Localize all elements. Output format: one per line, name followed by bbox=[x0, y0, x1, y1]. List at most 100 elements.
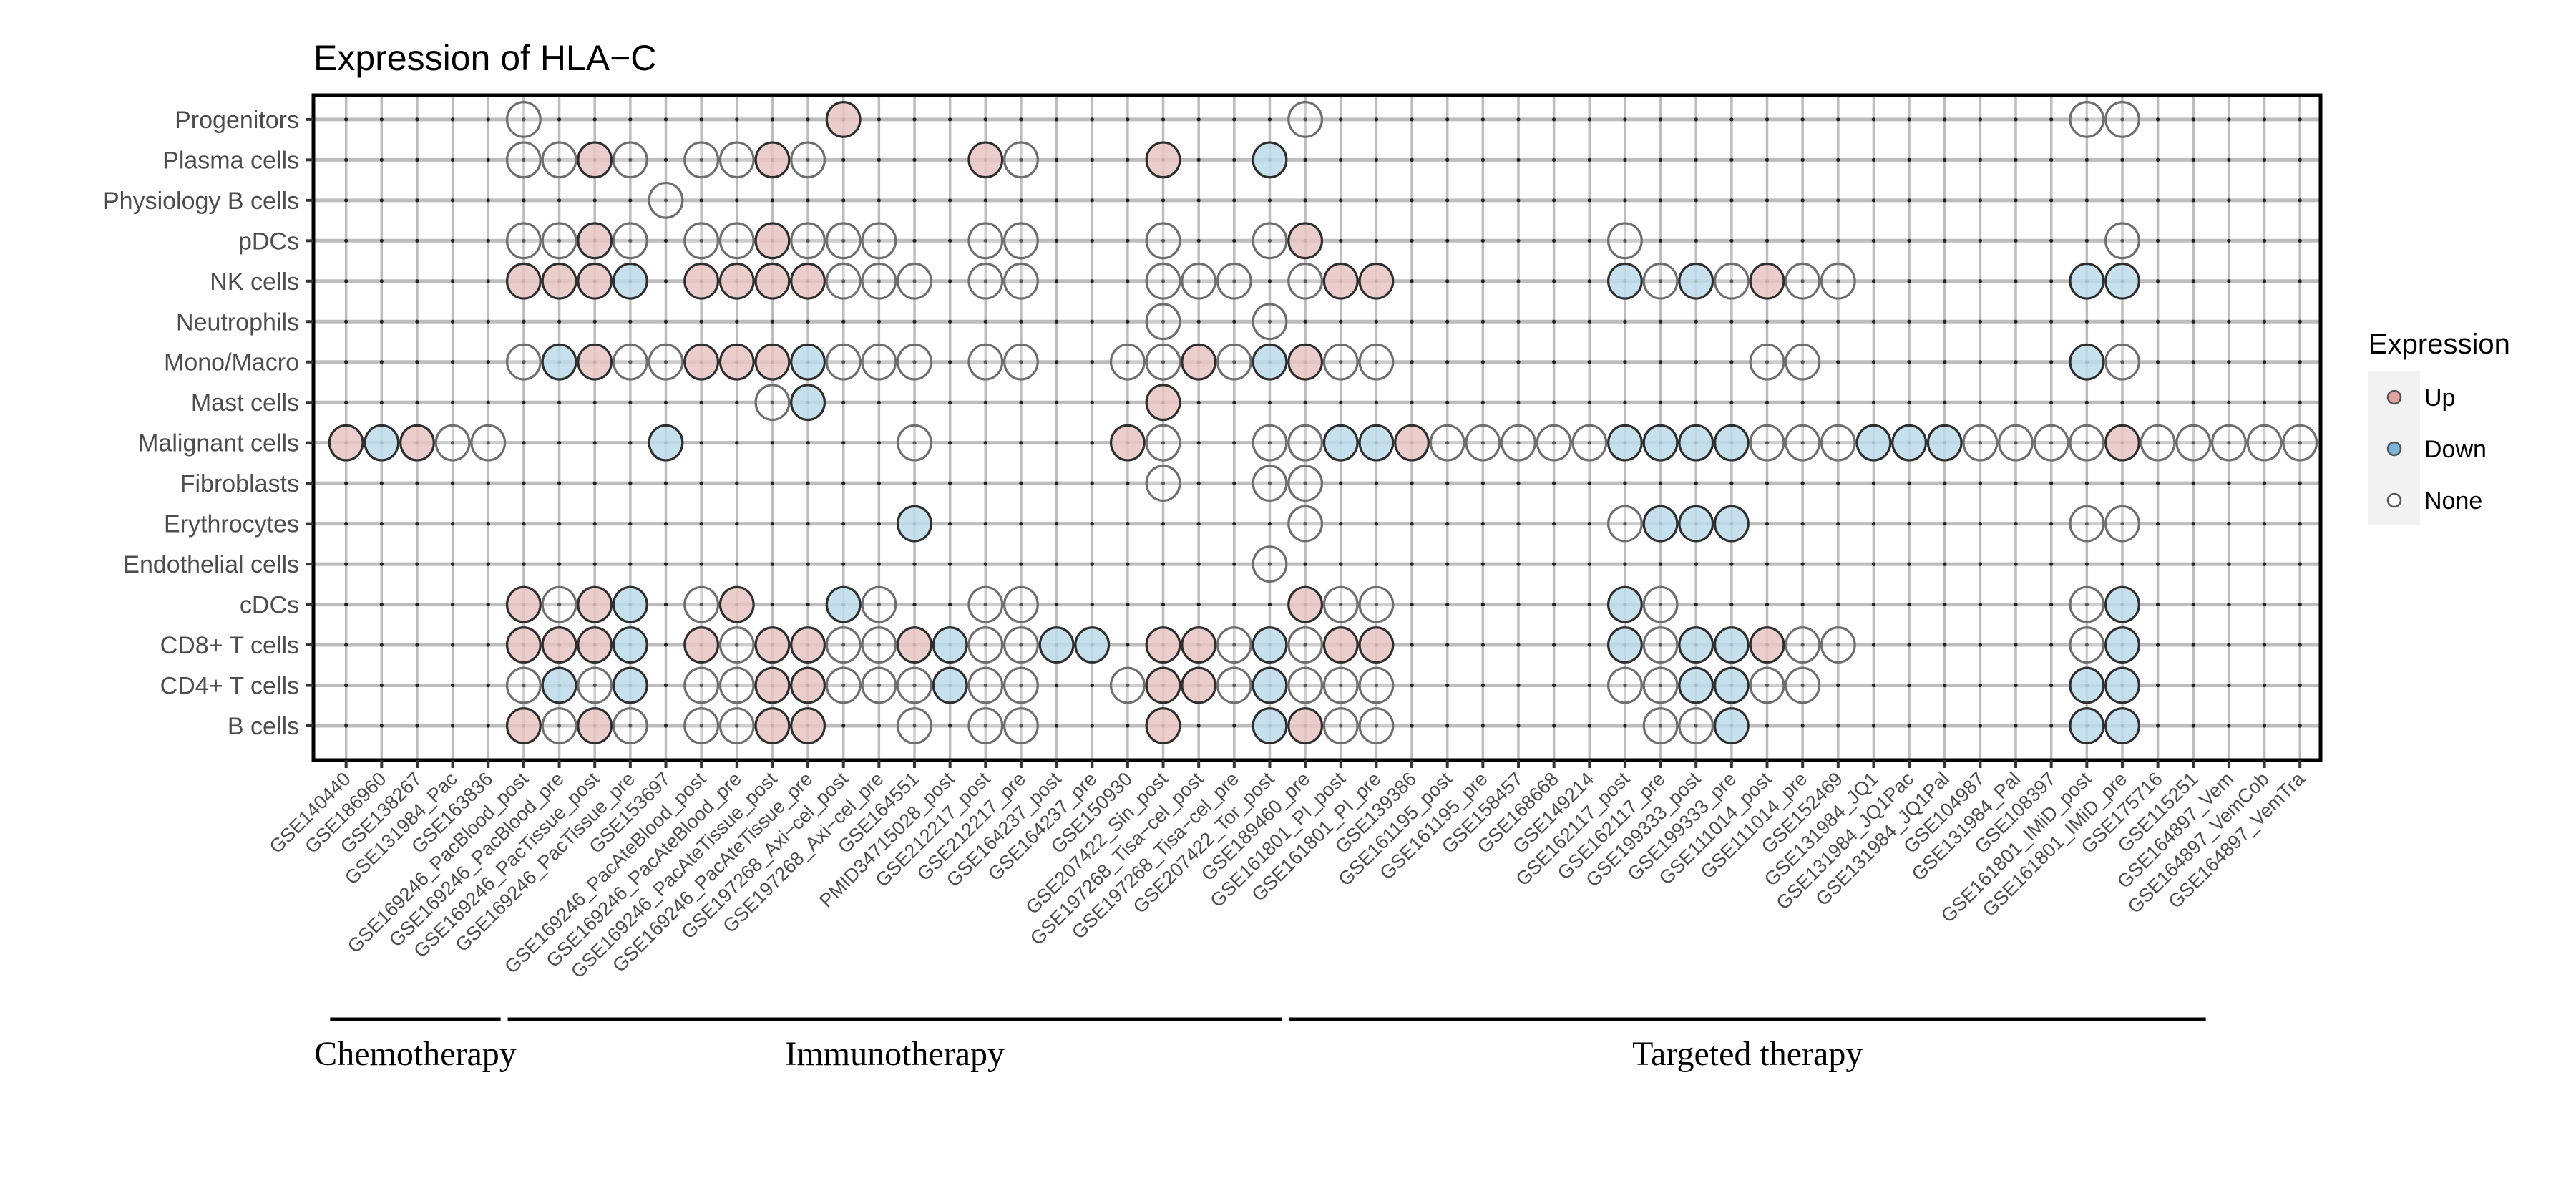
grid-intersection-dot bbox=[1658, 562, 1663, 566]
grid-intersection-dot bbox=[557, 157, 562, 162]
grid-intersection-dot bbox=[344, 643, 348, 647]
data-point-down: CD4+ T cells / PMID34715028_post: Down bbox=[932, 666, 968, 704]
grid-intersection-dot bbox=[1800, 602, 1805, 607]
grid-intersection-dot bbox=[948, 522, 952, 526]
grid-intersection-dot bbox=[1907, 481, 1911, 485]
grid-intersection-dot bbox=[2227, 441, 2231, 445]
data-point-down: cDCs / GSE169246_PacTissue_pre: Down bbox=[612, 585, 648, 623]
grid-intersection-dot bbox=[1374, 319, 1379, 324]
grid-intersection-dot bbox=[1516, 279, 1521, 283]
data-point-none: Malignant cells / GSE131984_Pal: None bbox=[1998, 424, 2034, 462]
grid-intersection-dot bbox=[1978, 683, 1982, 688]
data-point-up: CD8+ T cells / GSE169246_PacBlood_post: … bbox=[505, 626, 542, 664]
grid-intersection-dot bbox=[2156, 360, 2160, 364]
grid-intersection-dot bbox=[451, 683, 455, 688]
data-point-down: NK cells / GSE161801_IMiD_pre: Down bbox=[2104, 262, 2140, 300]
grid-intersection-dot bbox=[1800, 198, 1805, 203]
grid-intersection-dot bbox=[1871, 319, 1876, 324]
grid-intersection-dot bbox=[1090, 238, 1094, 243]
data-point-none: Erythrocytes / GSE162117_post: None bbox=[1606, 505, 1643, 543]
data-point-up: B cells / GSE169246_PacTissue_post: Up bbox=[577, 707, 613, 744]
grid-intersection-dot bbox=[1019, 279, 1023, 283]
y-tick-label: Endothelial cells bbox=[123, 551, 299, 578]
grid-intersection-dot bbox=[1445, 441, 1450, 445]
grid-intersection-dot bbox=[1587, 441, 1591, 445]
grid-intersection-dot bbox=[2084, 238, 2089, 243]
data-point-up: cDCs / GSE189460_pre: Up bbox=[1287, 585, 1324, 623]
grid-intersection-dot bbox=[451, 481, 455, 485]
grid-intersection-dot bbox=[841, 198, 846, 203]
grid-intersection-dot bbox=[2049, 602, 2054, 607]
grid-intersection-dot bbox=[1126, 238, 1130, 243]
grid-intersection-dot bbox=[1587, 643, 1591, 647]
grid-intersection-dot bbox=[2191, 522, 2195, 526]
grid-intersection-dot bbox=[2298, 400, 2302, 404]
therapy-groups: Chemotherapy Immunotherapy Targeted therap… bbox=[314, 1017, 2206, 1073]
grid-intersection-dot bbox=[2191, 319, 2195, 324]
grid-intersection-dot bbox=[1765, 319, 1770, 324]
grid-intersection-dot bbox=[1480, 279, 1485, 283]
grid-intersection-dot bbox=[841, 683, 846, 688]
data-point-up: Malignant cells / GSE138267: Up bbox=[399, 424, 435, 462]
data-point-down: Malignant cells / GSE186960: Down bbox=[364, 424, 400, 462]
data-point-none: Plasma cells / GSE169246_PacBlood_pre: N… bbox=[541, 141, 577, 179]
grid-intersection-dot bbox=[841, 157, 846, 162]
data-point-up: B cells / GSE169246_PacAteTissue_pre: Up bbox=[790, 707, 826, 744]
grid-intersection-dot bbox=[1339, 562, 1343, 566]
y-axis: Progenitors Plasma cells Physiology B cell… bbox=[103, 107, 313, 740]
data-point-none: NK cells / GSE162117_pre: None bbox=[1642, 262, 1679, 300]
data-point-up: CD4+ T cells / GSE169246_PacAteTissue_pr… bbox=[790, 666, 826, 704]
grid-intersection-dot bbox=[1232, 279, 1236, 283]
grid-intersection-dot bbox=[451, 522, 455, 526]
grid-intersection-dot bbox=[1232, 683, 1236, 688]
grid-intersection-dot bbox=[1161, 279, 1166, 283]
grid-intersection-dot bbox=[1196, 724, 1201, 728]
grid-intersection-dot bbox=[2156, 602, 2160, 607]
grid-intersection-dot bbox=[415, 724, 419, 728]
grid-intersection-dot bbox=[415, 481, 419, 485]
data-point-up: Mono/Macro / GSE189460_pre: Up bbox=[1287, 343, 1324, 381]
grid-intersection-dot bbox=[948, 441, 952, 445]
grid-intersection-dot bbox=[2120, 360, 2124, 364]
data-point-none: CD8+ T cells / GSE212217_post: None bbox=[967, 626, 1004, 664]
grid-intersection-dot bbox=[1623, 319, 1627, 324]
grid-intersection-dot bbox=[486, 157, 490, 162]
data-point-none: cDCs / GSE212217_pre: None bbox=[1003, 585, 1039, 623]
grid-intersection-dot bbox=[1871, 522, 1876, 526]
grid-intersection-dot bbox=[1907, 562, 1911, 566]
grid-intersection-dot bbox=[1480, 522, 1485, 526]
data-point-none: pDCs / GSE197268_Axi−cel_post: None bbox=[825, 222, 862, 260]
grid-intersection-dot bbox=[877, 319, 881, 324]
y-tick-label: Progenitors bbox=[175, 107, 299, 134]
grid-intersection-dot bbox=[522, 117, 526, 122]
data-point-none: CD8+ T cells / GSE197268_Axi−cel_pre: No… bbox=[861, 626, 897, 664]
grid-intersection-dot bbox=[1054, 117, 1059, 122]
grid-intersection-dot bbox=[2156, 643, 2160, 647]
grid-intersection-dot bbox=[2262, 400, 2267, 404]
data-point-down: Malignant cells / GSE131984_JQ1: Down bbox=[1855, 424, 1892, 462]
grid-intersection-dot bbox=[1303, 522, 1307, 526]
grid-intersection-dot bbox=[1339, 400, 1343, 404]
grid-intersection-dot bbox=[628, 238, 633, 243]
grid-intersection-dot bbox=[2191, 562, 2195, 566]
grid-intersection-dot bbox=[1978, 481, 1982, 485]
grid-intersection-dot bbox=[1054, 683, 1059, 688]
data-point-up: Plasma cells / GSE169246_PacTissue_post:… bbox=[577, 141, 613, 179]
grid-intersection-dot bbox=[1019, 117, 1023, 122]
grid-intersection-dot bbox=[415, 602, 419, 607]
grid-intersection-dot bbox=[2156, 724, 2160, 728]
grid-intersection-dot bbox=[1267, 319, 1272, 324]
grid-intersection-dot bbox=[522, 198, 526, 203]
grid-intersection-dot bbox=[2049, 400, 2054, 404]
grid-intersection-dot bbox=[2191, 279, 2195, 283]
grid-intersection-dot bbox=[770, 319, 775, 324]
grid-intersection-dot bbox=[948, 319, 952, 324]
grid-intersection-dot bbox=[2227, 522, 2231, 526]
grid-intersection-dot bbox=[1126, 602, 1130, 607]
grid-intersection-dot bbox=[841, 441, 846, 445]
data-point-up: NK cells / GSE161801_PI_pre: Up bbox=[1358, 262, 1395, 300]
grid-intersection-dot bbox=[1303, 279, 1307, 283]
grid-intersection-dot bbox=[344, 157, 348, 162]
grid-intersection-dot bbox=[1836, 481, 1840, 485]
grid-intersection-dot bbox=[2014, 198, 2018, 203]
